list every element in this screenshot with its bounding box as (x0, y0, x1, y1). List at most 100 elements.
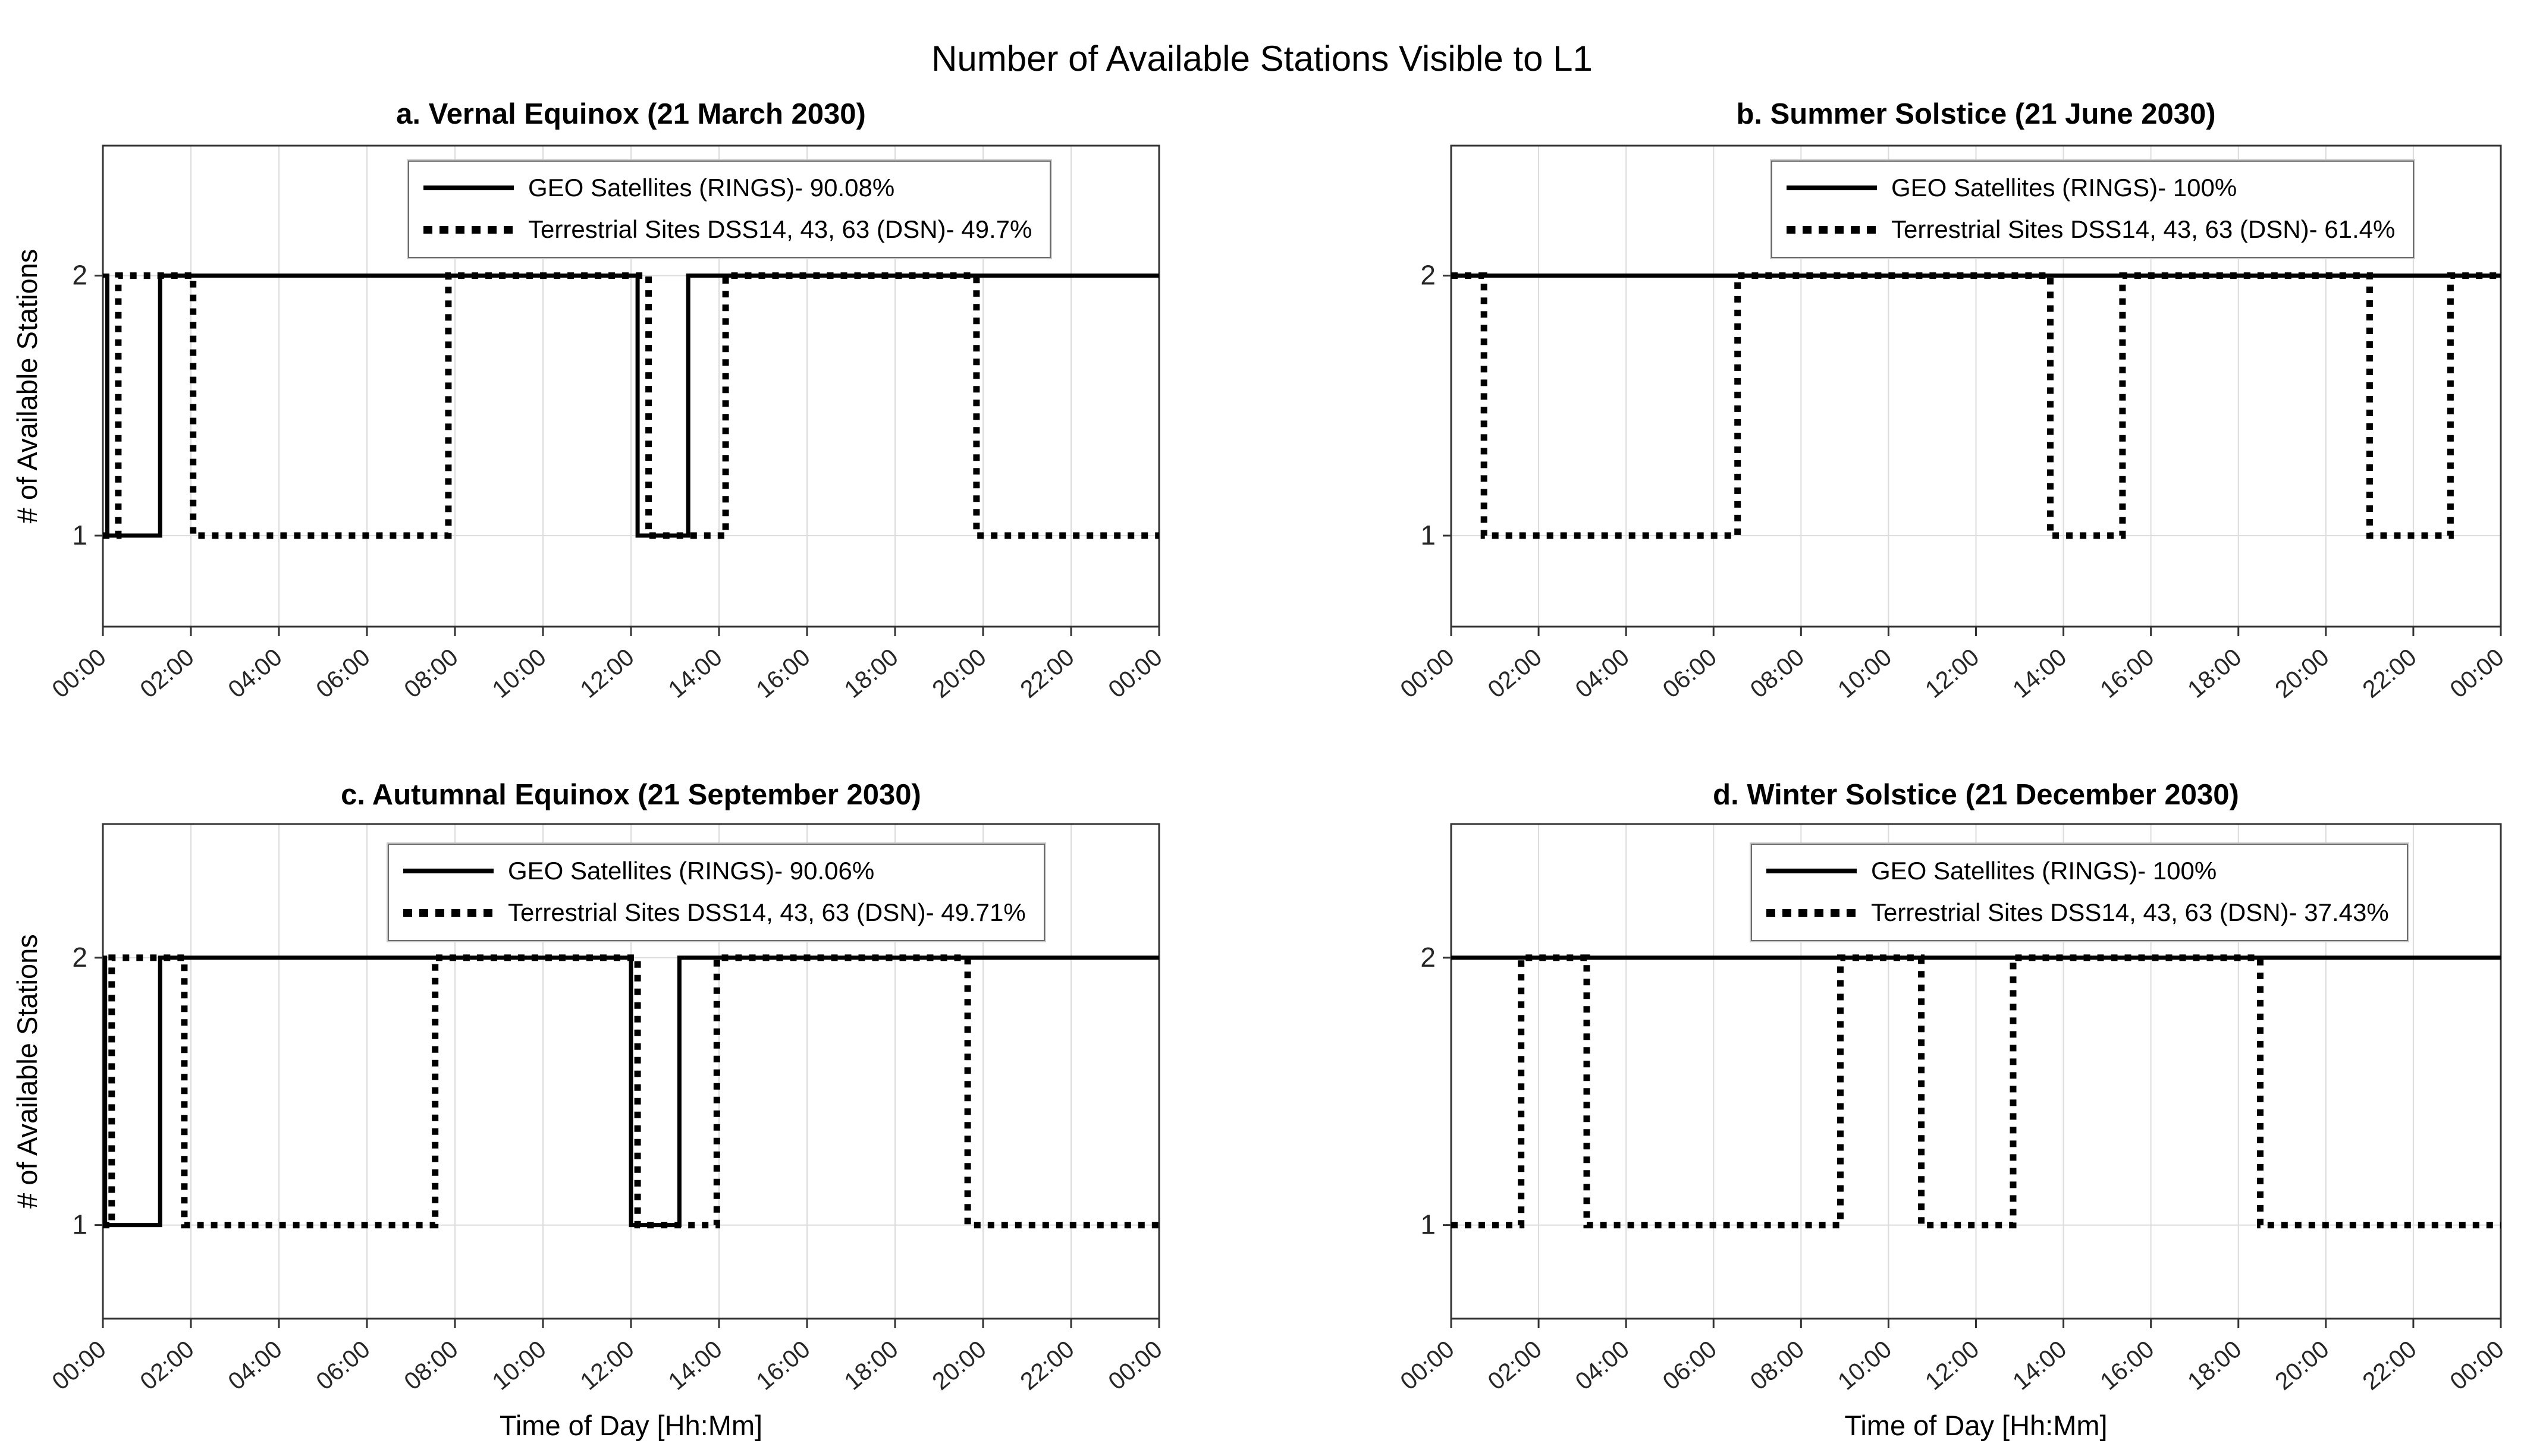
x-tick-label: 22:00 (1015, 643, 1079, 703)
x-tick-label: 20:00 (2269, 1335, 2334, 1395)
x-tick-label: 16:00 (751, 1335, 815, 1395)
x-tick-label: 20:00 (927, 1335, 991, 1395)
x-tick-label: 20:00 (927, 643, 991, 703)
subplot-c: c. Autumnal Equinox (21 September 2030) … (0, 746, 1262, 1456)
geo-series-line (103, 955, 1159, 1228)
legend-entry-dsn: Terrestrial Sites DSS14, 43, 63 (DSN)- 3… (1766, 898, 2389, 927)
x-tick-label: 16:00 (2095, 1335, 2159, 1395)
x-tick-label: 14:00 (2007, 1335, 2071, 1395)
subplot-b: b. Summer Solstice (21 June 2030) 00:00 0… (1262, 89, 2524, 746)
legend-label-geo: GEO Satellites (RINGS)- 100% (1871, 857, 2217, 885)
x-tick-label: 06:00 (311, 1335, 375, 1395)
x-tick-label: 00:00 (2445, 643, 2509, 703)
legend-entry-geo: GEO Satellites (RINGS)- 90.08% (423, 174, 1032, 202)
subplot-a-title: a. Vernal Equinox (21 March 2030) (396, 98, 866, 130)
x-tick-label: 02:00 (1483, 643, 1547, 703)
legend-entry-dsn: Terrestrial Sites DSS14, 43, 63 (DSN)- 4… (423, 215, 1032, 244)
y-axis-label: # of Available Stations (11, 934, 43, 1209)
x-tick-label: 04:00 (223, 1335, 287, 1395)
x-tick-label: 12:00 (1920, 1335, 1984, 1395)
legend-entry-geo: GEO Satellites (RINGS)- 90.06% (403, 857, 1026, 885)
x-tick-label: 18:00 (839, 643, 903, 703)
legend-entry-geo: GEO Satellites (RINGS)- 100% (1766, 857, 2389, 885)
solid-line-sample-icon (1787, 185, 1877, 190)
x-tick-label: 16:00 (2095, 643, 2159, 703)
subplot-c-legend: GEO Satellites (RINGS)- 90.06% Terrestri… (388, 844, 1045, 941)
subplot-d-title: d. Winter Solstice (21 December 2030) (1713, 779, 2239, 811)
legend-label-dsn: Terrestrial Sites DSS14, 43, 63 (DSN)- 3… (1871, 898, 2389, 926)
x-tick-label: 08:00 (1745, 643, 1809, 703)
x-tick-label: 22:00 (1015, 1335, 1079, 1395)
solid-line-sample-icon (1766, 869, 1857, 873)
subplot-a-legend: GEO Satellites (RINGS)- 90.08% Terrestri… (408, 161, 1051, 258)
solid-line-sample-icon (403, 869, 494, 873)
x-tick-label: 00:00 (2445, 1335, 2509, 1395)
legend-label-geo: GEO Satellites (RINGS)- 100% (1891, 174, 2237, 202)
y-tick-label: 1 (1420, 1209, 1436, 1240)
x-tick-label: 14:00 (663, 1335, 727, 1395)
y-tick-label: 2 (72, 942, 87, 973)
geo-series-line (103, 273, 1159, 538)
x-tick-label: 06:00 (311, 643, 375, 703)
subplot-b-title: b. Summer Solstice (21 June 2030) (1736, 98, 2216, 130)
x-tick-label: 10:00 (1832, 1335, 1897, 1395)
subplot-c-title: c. Autumnal Equinox (21 September 2030) (341, 779, 921, 811)
legend-label-dsn: Terrestrial Sites DSS14, 43, 63 (DSN)- 4… (528, 215, 1032, 243)
x-tick-label: 04:00 (1570, 1335, 1634, 1395)
legend-entry-dsn: Terrestrial Sites DSS14, 43, 63 (DSN)- 6… (1787, 215, 2395, 244)
dotted-line-sample-icon (403, 908, 494, 917)
y-tick-label: 2 (72, 260, 87, 291)
x-tick-label: 18:00 (2182, 1335, 2246, 1395)
x-tick-label: 02:00 (1483, 1335, 1547, 1395)
dsn-series-line (1451, 954, 2501, 1229)
x-tick-label: 10:00 (1832, 643, 1897, 703)
x-tick-label: 08:00 (399, 1335, 463, 1395)
legend-label-dsn: Terrestrial Sites DSS14, 43, 63 (DSN)- 6… (1891, 215, 2396, 243)
y-tick-label: 2 (1420, 260, 1436, 291)
subplot-a: a. Vernal Equinox (21 March 2030) 00:00 0… (0, 89, 1262, 746)
x-tick-label: 12:00 (575, 1335, 639, 1395)
subplot-b-legend: GEO Satellites (RINGS)- 100% Terrestrial… (1771, 161, 2415, 258)
legend-label-geo: GEO Satellites (RINGS)- 90.06% (508, 857, 875, 885)
x-tick-label: 08:00 (399, 643, 463, 703)
x-axis-label: Time of Day [Hh:Mm] (500, 1410, 762, 1441)
dotted-line-sample-icon (423, 225, 514, 234)
figure-title: Number of Available Stations Visible to … (931, 39, 1593, 78)
subplot-d-legend: GEO Satellites (RINGS)- 100% Terrestrial… (1751, 844, 2408, 941)
x-tick-label: 12:00 (575, 643, 639, 703)
x-tick-label: 18:00 (2182, 643, 2246, 703)
x-tick-label: 20:00 (2269, 643, 2334, 703)
x-tick-label: 14:00 (663, 643, 727, 703)
x-tick-label: 22:00 (2357, 643, 2422, 703)
x-tick-label: 10:00 (487, 1335, 551, 1395)
y-tick-label: 1 (72, 520, 87, 551)
x-tick-label: 18:00 (839, 1335, 903, 1395)
x-tick-label: 12:00 (1920, 643, 1984, 703)
legend-entry-dsn: Terrestrial Sites DSS14, 43, 63 (DSN)- 4… (403, 898, 1026, 927)
x-tick-label: 02:00 (135, 643, 199, 703)
dotted-line-sample-icon (1766, 908, 1857, 917)
x-axis-label: Time of Day [Hh:Mm] (1844, 1410, 2107, 1441)
x-tick-label: 14:00 (2007, 643, 2071, 703)
x-tick-label: 00:00 (1395, 1335, 1459, 1395)
legend-label-geo: GEO Satellites (RINGS)- 90.08% (528, 174, 895, 202)
x-tick-label: 00:00 (47, 643, 111, 703)
x-tick-label: 08:00 (1745, 1335, 1809, 1395)
legend-label-dsn: Terrestrial Sites DSS14, 43, 63 (DSN)- 4… (508, 898, 1026, 926)
x-tick-label: 00:00 (1103, 1335, 1167, 1395)
x-tick-label: 10:00 (487, 643, 551, 703)
x-tick-label: 06:00 (1657, 643, 1722, 703)
x-tick-label: 06:00 (1657, 1335, 1722, 1395)
y-axis-label: # of Available Stations (11, 249, 43, 524)
x-tick-label: 02:00 (135, 1335, 199, 1395)
dsn-series-line (103, 272, 1159, 539)
subplot-d-plot: 00:00 02:00 04:00 06:00 08:00 10:00 12:00 14:00… (1395, 823, 2509, 1441)
legend-entry-geo: GEO Satellites (RINGS)- 100% (1787, 174, 2395, 202)
x-tick-label: 00:00 (1395, 643, 1459, 703)
x-tick-label: 04:00 (223, 643, 287, 703)
dotted-line-sample-icon (1787, 225, 1877, 234)
y-tick-label: 1 (1420, 520, 1436, 551)
subplot-d: d. Winter Solstice (21 December 2030) 00… (1262, 746, 2524, 1456)
y-tick-label: 2 (1420, 942, 1436, 973)
